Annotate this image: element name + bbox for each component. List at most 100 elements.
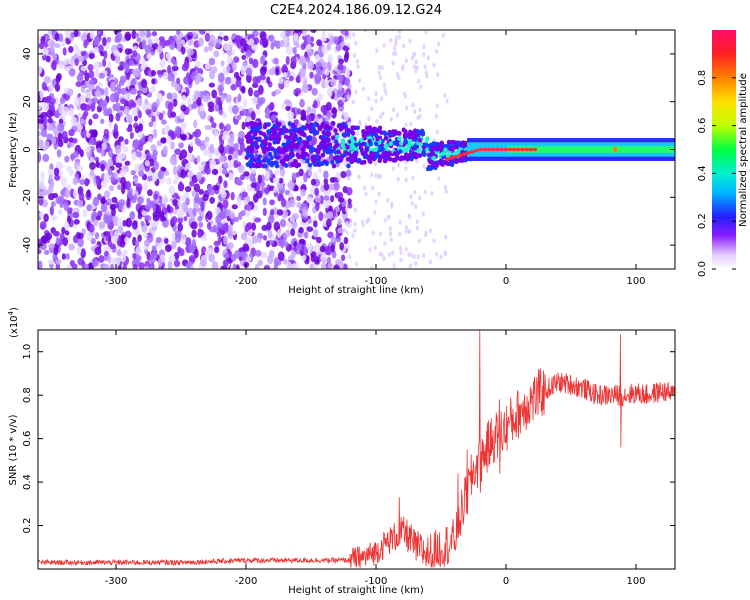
spectrogram-cell	[131, 30, 137, 40]
spectrogram-cell	[249, 153, 254, 158]
spectrogram-cell	[120, 253, 127, 263]
spectrogram-cell	[282, 72, 288, 78]
spectrogram-cell	[137, 144, 143, 152]
spectrogram-cell	[102, 37, 107, 47]
spectrogram-cell	[109, 243, 116, 250]
spectrogram-cell	[397, 75, 401, 81]
spectrogram-cell	[328, 183, 335, 191]
spectrogram-cell	[377, 65, 382, 70]
spectrogram-cell	[300, 146, 305, 152]
spectrogram-cell	[72, 177, 78, 186]
spectrogram-cell	[241, 121, 246, 130]
spectrogram-cell	[166, 135, 172, 145]
spectrogram-cell	[349, 142, 355, 148]
colorbar: 0.0 0.2 0.4 0.6 0.8 Normalized spectral ampl…	[697, 30, 749, 277]
spectrogram-cell	[167, 260, 173, 269]
spectrogram-cell	[431, 155, 436, 161]
spectrogram-cell	[127, 188, 134, 198]
spectrogram-cell	[253, 131, 258, 137]
spectrogram-cell	[258, 130, 263, 136]
spectrogram-cell	[110, 257, 117, 264]
spectrogram-cell	[170, 57, 176, 64]
spectrogram-cell	[256, 237, 262, 243]
spectrogram-cell	[45, 95, 53, 101]
spectrogram-cell	[346, 131, 351, 137]
spectrogram-cell	[80, 50, 86, 57]
spectrogram-cell	[285, 55, 290, 66]
spectrogram-cell	[391, 157, 396, 163]
spectrogram-peak	[520, 147, 525, 152]
spectrogram-cell	[421, 253, 426, 258]
spectrogram-cell	[203, 140, 210, 148]
spectrogram-cell	[391, 107, 396, 113]
spectrogram-cell	[292, 213, 299, 220]
spectrogram-cell	[304, 231, 309, 239]
spectrogram-cell	[283, 163, 289, 168]
spectrogram-cell	[413, 144, 418, 149]
spectrogram-cell	[439, 254, 443, 260]
spectrogram-cell	[172, 199, 178, 207]
spectrogram-cell	[449, 162, 455, 168]
spectrogram-cell	[417, 153, 423, 158]
spectrogram-cell	[105, 215, 112, 225]
spectrogram-cell	[59, 97, 66, 104]
spectrogram-cell	[72, 138, 78, 144]
spectrogram-cell	[254, 217, 262, 223]
spectrogram-cell	[313, 220, 318, 228]
spectrogram-cell	[363, 150, 368, 156]
spectrogram-cell	[222, 199, 229, 209]
spectrogram-cell	[92, 196, 100, 207]
spectrogram-cell	[209, 116, 214, 124]
colorbar-tick-label: 0.2	[697, 213, 708, 229]
spectrogram-cell	[417, 238, 422, 244]
spectrogram-cell	[274, 124, 279, 130]
spectrogram-peak	[491, 147, 496, 152]
spectrogram-cell	[55, 74, 61, 84]
spectrogram-cell	[169, 42, 176, 50]
spectrogram-cell	[336, 90, 343, 98]
spectrogram-cell	[304, 151, 309, 157]
spectrogram-cell	[285, 105, 291, 112]
spectrogram-cell	[84, 72, 90, 82]
spectrogram-cell	[262, 38, 269, 48]
spectrogram-cell	[60, 177, 67, 187]
spectrogram-cell	[252, 58, 259, 69]
spectrogram-cell	[217, 236, 222, 244]
spectrogram-cell	[199, 105, 205, 112]
spectrogram-cell	[70, 116, 78, 127]
spectrogram-cell	[174, 251, 180, 261]
spectrogram-cell	[273, 264, 279, 269]
spectrogram-cell	[138, 170, 145, 177]
spectrogram-cell	[315, 60, 322, 71]
spectrogram-cell	[48, 243, 55, 249]
spectrogram-cell	[54, 174, 61, 181]
spectrogram-cell	[377, 158, 382, 164]
spectrogram-cell	[251, 222, 257, 231]
spectrogram-cell	[270, 42, 275, 50]
spectrogram-cell	[343, 53, 349, 63]
spectrogram-cell	[370, 172, 374, 178]
spectrogram-cell	[443, 184, 447, 190]
spectrogram-cell	[227, 154, 233, 161]
spectrogram-cell	[58, 59, 65, 70]
spectrogram-cell	[212, 184, 220, 191]
spectrogram-cell	[424, 30, 428, 35]
spectrogram-cell	[378, 75, 383, 80]
spectrogram-cell	[107, 168, 113, 176]
spectrogram-cell	[62, 106, 70, 116]
spectrogram-cell	[230, 191, 235, 201]
spectrogram-cell	[307, 218, 313, 224]
spectrogram-cell	[87, 64, 94, 71]
spectrogram-cell	[288, 192, 294, 199]
spectrogram-cell	[180, 104, 187, 112]
spectrogram-cell	[374, 91, 378, 97]
spectrogram-cell	[180, 169, 187, 179]
spectrogram-y-ticks: -40 -20 0 20 40	[22, 48, 675, 253]
spectrogram-cell	[444, 189, 448, 194]
snr-scale-prefix: (x10	[9, 315, 20, 338]
spectrogram-cell	[278, 195, 284, 201]
spectrogram-cell	[251, 135, 256, 140]
spectrogram-cell	[363, 30, 368, 33]
spectrogram-cell	[151, 78, 156, 85]
spectrogram-cell	[351, 233, 355, 239]
